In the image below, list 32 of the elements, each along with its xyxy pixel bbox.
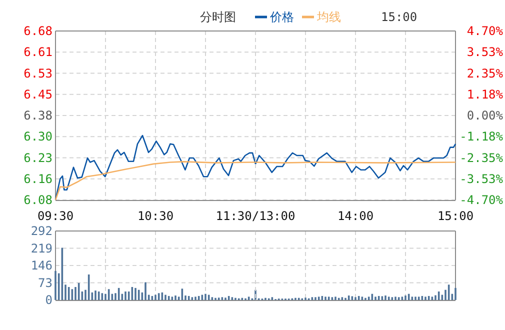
y-tick-label: 6.16 [24,172,52,186]
x-tick-label: 11:30/13:00 [216,209,296,223]
text: 15:00 [381,10,418,24]
legend-label: 价格 [269,10,294,24]
text: 1.18% [466,87,503,102]
y-tick-label: 146 [30,258,52,272]
y-tick-label: 292 [30,224,52,238]
x-tick-label: 14:00 [337,209,374,223]
text: 4.70% [466,24,503,38]
legend-label: 均线 [316,10,341,24]
x-tick-label: 15:00 [437,209,474,223]
x-tick-label: 10:30 [137,209,174,223]
y-tick-label: 6.53 [24,66,52,80]
y-tick-label: 6.68 [24,24,52,38]
text: -2.35% [460,150,503,165]
text: 0.00% [466,108,503,122]
x-tick-label: 09:30 [37,209,74,223]
y-tick-label: 6.23 [24,150,52,165]
y-tick-label: 6.08 [24,193,52,207]
chart-title: 分时图 [200,10,236,24]
y-tick-label: 6.38 [24,108,52,122]
text: -4.70% [460,193,503,207]
y-tick-label: 219 [30,241,52,256]
text: -3.53% [460,172,503,186]
y-tick-label: 6.61 [24,45,52,60]
text: -1.18% [460,130,503,144]
y-tick-label: 0 [45,293,52,307]
y-tick-label: 6.45 [24,87,52,102]
y-tick-label: 73 [38,276,52,290]
y-tick-label: 6.30 [24,130,52,144]
text: 3.53% [466,45,503,60]
text: 2.35% [466,66,503,80]
